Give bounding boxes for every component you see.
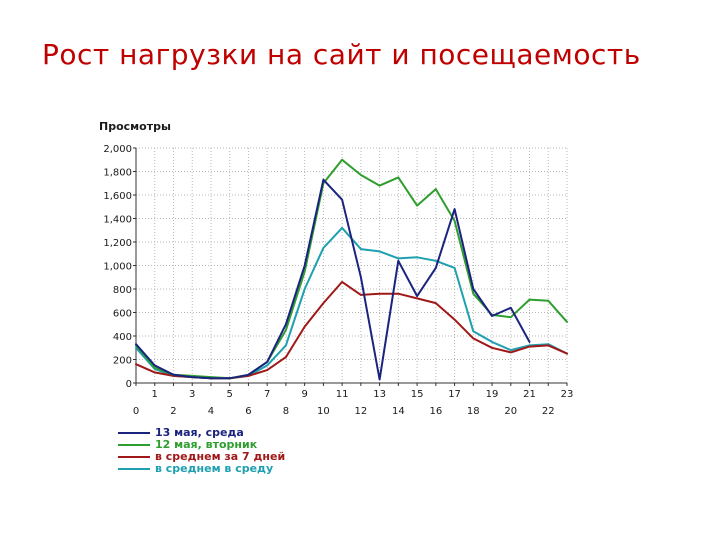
legend-item: в среднем за 7 дней	[118, 451, 285, 463]
x-tick-label: 15	[411, 389, 424, 400]
legend-swatch	[118, 468, 150, 470]
x-tick-label: 10	[317, 406, 330, 417]
legend-item: в среднем в среду	[118, 463, 285, 475]
x-tick-label: 6	[245, 406, 251, 417]
y-tick-label: 2,000	[103, 144, 132, 155]
legend-item: 13 мая, среда	[118, 427, 285, 439]
legend-label: 13 мая, среда	[155, 426, 244, 439]
x-tick-label: 9	[301, 389, 307, 400]
y-tick-label: 400	[113, 332, 132, 343]
series-line	[135, 178, 531, 381]
x-tick-label: 17	[448, 389, 461, 400]
x-tick-label: 5	[227, 389, 233, 400]
y-tick-label: 0	[126, 379, 132, 390]
y-tick-label: 600	[113, 309, 132, 320]
x-tick-label: 0	[133, 406, 139, 417]
legend-label: 12 мая, вторник	[155, 438, 258, 451]
y-tick-label: 1,400	[103, 215, 132, 226]
y-tick-label: 1,200	[103, 238, 132, 249]
y-tick-label: 1,600	[103, 191, 132, 202]
x-tick-label: 3	[189, 389, 195, 400]
x-tick-label: 21	[523, 389, 536, 400]
x-tick-label: 8	[283, 406, 289, 417]
x-tick-label: 13	[373, 389, 386, 400]
x-tick-label: 11	[336, 389, 349, 400]
x-tick-label: 22	[542, 406, 555, 417]
slide-title: Рост нагрузки на сайт и посещаемость	[42, 38, 641, 71]
x-tick-label: 20	[504, 406, 517, 417]
legend-label: в среднем в среду	[155, 462, 274, 475]
x-tick-label: 4	[208, 406, 214, 417]
y-tick-label: 1,000	[103, 262, 132, 273]
x-tick-label: 16	[429, 406, 442, 417]
x-tick-label: 18	[467, 406, 480, 417]
y-tick-label: 200	[113, 356, 132, 367]
y-tick-label: 1,800	[103, 168, 132, 179]
x-tick-label: 1	[152, 389, 158, 400]
legend-item: 12 мая, вторник	[118, 439, 285, 451]
legend-label: в среднем за 7 дней	[155, 450, 286, 463]
x-tick-label: 14	[392, 406, 405, 417]
y-axis-label: Просмотры	[99, 120, 171, 133]
legend-swatch	[118, 432, 150, 434]
x-tick-label: 23	[561, 389, 574, 400]
legend-swatch	[118, 456, 150, 458]
chart-legend: 13 мая, среда 12 мая, вторник в среднем за…	[118, 427, 285, 475]
x-tick-label: 12	[355, 406, 368, 417]
y-tick-label: 800	[113, 285, 132, 296]
x-tick-label: 7	[264, 389, 270, 400]
x-tick-label: 2	[170, 406, 176, 417]
x-tick-label: 19	[486, 389, 499, 400]
legend-swatch	[118, 444, 150, 446]
